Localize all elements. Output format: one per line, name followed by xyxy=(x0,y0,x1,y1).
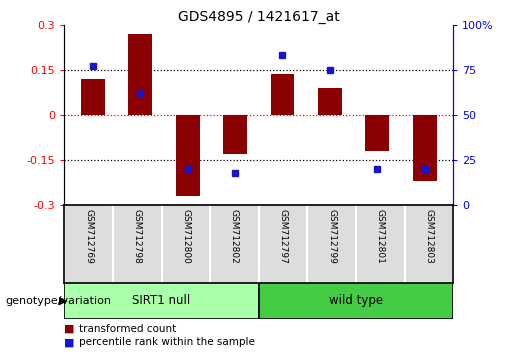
Text: GSM712803: GSM712803 xyxy=(424,209,434,264)
Text: ■: ■ xyxy=(64,324,75,334)
Text: wild type: wild type xyxy=(329,295,383,307)
Bar xyxy=(318,88,342,115)
Bar xyxy=(413,115,437,181)
Text: SIRT1 null: SIRT1 null xyxy=(132,295,191,307)
Text: ■: ■ xyxy=(64,337,75,347)
Bar xyxy=(366,115,389,151)
Text: GSM712797: GSM712797 xyxy=(279,209,287,264)
Text: GSM712802: GSM712802 xyxy=(230,209,239,264)
Text: GSM712798: GSM712798 xyxy=(133,209,142,264)
Bar xyxy=(176,115,199,196)
Text: GSM712800: GSM712800 xyxy=(181,209,191,264)
Bar xyxy=(223,115,247,154)
Text: transformed count: transformed count xyxy=(79,324,176,334)
Bar xyxy=(81,79,105,115)
Bar xyxy=(271,74,295,115)
Text: percentile rank within the sample: percentile rank within the sample xyxy=(79,337,255,347)
Text: ▶: ▶ xyxy=(59,296,68,306)
Text: GSM712769: GSM712769 xyxy=(84,209,93,264)
Bar xyxy=(64,283,259,319)
Text: GSM712799: GSM712799 xyxy=(327,209,336,264)
Bar xyxy=(259,283,453,319)
Bar xyxy=(128,34,152,115)
Title: GDS4895 / 1421617_at: GDS4895 / 1421617_at xyxy=(178,10,340,24)
Text: genotype/variation: genotype/variation xyxy=(5,296,111,306)
Text: GSM712801: GSM712801 xyxy=(376,209,385,264)
